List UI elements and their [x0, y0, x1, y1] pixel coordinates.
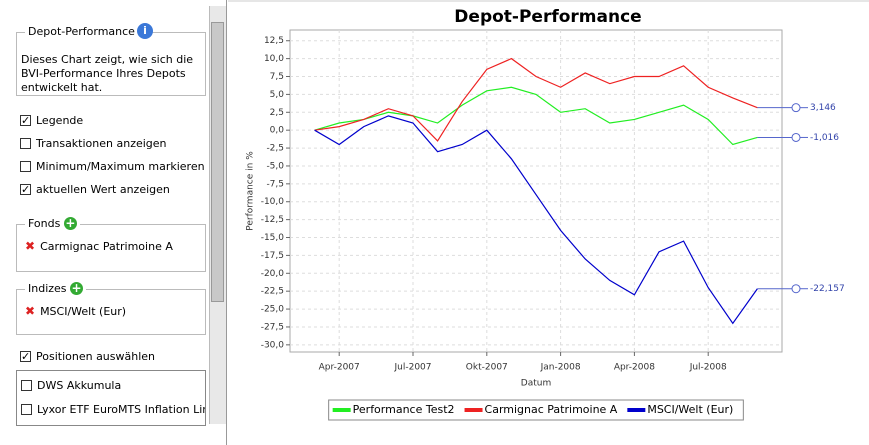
y-tick-label: -22,5 [261, 287, 284, 297]
option[interactable]: Transaktionen anzeigen [20, 137, 167, 150]
add-button[interactable]: + [70, 281, 84, 295]
scrollbar[interactable] [209, 6, 226, 424]
remove-icon[interactable]: ✖ [25, 304, 36, 318]
add-button[interactable]: + [63, 216, 77, 230]
description: Dieses Chart zeigt, wie sich die BVI-Per… [21, 53, 194, 94]
option[interactable]: ✓ Legende [20, 114, 83, 127]
positions-list: DWS Akkumula Lyxor ETF EuroMTS Inflation … [16, 370, 206, 426]
y-tick-label: -5,0 [266, 161, 284, 171]
legend [328, 399, 744, 421]
y-tick-label: -25,0 [261, 305, 285, 315]
y-tick-label: -2,5 [266, 144, 284, 154]
series-line [314, 57, 758, 142]
y-tick-label: 2,5 [270, 108, 284, 118]
legend-label[interactable]: Carmignac Patrimoine A [485, 403, 618, 416]
option-label: Transaktionen anzeigen [36, 137, 167, 150]
value-marker [791, 284, 801, 294]
fonds-title: Fonds + [25, 217, 80, 230]
chart-title: Depot-Performance [454, 7, 641, 27]
indizes-label: Indizes [28, 282, 67, 295]
fonds-box: Fonds + ✖ Carmignac Patrimoine A [16, 217, 206, 272]
y-tick-label: -27,5 [261, 322, 284, 332]
remove-icon[interactable]: ✖ [25, 239, 36, 253]
y-tick-label: -15,0 [261, 233, 285, 243]
list-item: ✖ MSCI/Welt (Eur) [25, 304, 126, 318]
position-label: DWS Akkumula [37, 379, 122, 392]
y-tick-label: 12,5 [264, 36, 284, 46]
x-tick-label: Okt-2007 [466, 363, 508, 373]
option[interactable]: ✓ aktuellen Wert anzeigen [20, 183, 170, 196]
sidebar: Depot-Performance i Dieses Chart zeigt, … [0, 0, 227, 445]
checkbox[interactable]: ✓ [20, 183, 31, 196]
legend-label[interactable]: MSCI/Welt (Eur) [647, 403, 733, 416]
info-icon[interactable]: i [137, 23, 153, 39]
x-axis-label: Datum [521, 379, 551, 389]
option-label: aktuellen Wert anzeigen [36, 183, 170, 196]
y-tick-label: 10,0 [264, 54, 284, 64]
scroll-thumb[interactable] [211, 22, 224, 302]
y-tick-label: -20,0 [261, 269, 285, 279]
value-marker [791, 103, 801, 113]
x-tick-label: Jan-2008 [540, 363, 581, 373]
y-tick-label: -12,5 [261, 215, 284, 225]
position-item[interactable]: Lyxor ETF EuroMTS Inflation Linked [21, 403, 205, 416]
series-line [314, 86, 758, 146]
y-tick-label: 7,5 [270, 72, 284, 82]
value-label: 3,146 [810, 103, 836, 113]
list-item: ✖ Carmignac Patrimoine A [25, 239, 173, 253]
y-tick-label: -30,0 [261, 340, 285, 350]
checkbox[interactable] [21, 404, 32, 415]
y-tick-label: -17,5 [261, 251, 284, 261]
option-label: Legende [36, 114, 84, 127]
series-line [314, 115, 758, 325]
item-label: MSCI/Welt (Eur) [40, 304, 127, 318]
y-tick-label: -10,0 [261, 197, 285, 207]
checkbox[interactable] [20, 161, 31, 172]
position-item[interactable]: DWS Akkumula [21, 379, 121, 392]
y-axis-label: Performance in % [246, 151, 256, 231]
y-tick-label: 5,0 [270, 90, 285, 100]
y-tick-label: 0,0 [270, 126, 285, 136]
item-label: Carmignac Patrimoine A [40, 239, 173, 253]
x-tick-label: Apr-2007 [319, 363, 360, 373]
indizes-title: Indizes + [25, 281, 87, 295]
panel-title: Depot-Performance [25, 25, 138, 38]
label: Positionen auswählen [36, 350, 156, 363]
x-tick-label: Jul-2008 [689, 363, 727, 373]
checkbox[interactable]: ✓ [20, 350, 31, 363]
fonds-label: Fonds [28, 217, 61, 230]
chart: Depot-Performance 12,5 10,0 7,5 5,0 2,5 0,0 -2… [228, 0, 869, 421]
checkbox[interactable] [21, 380, 32, 391]
value-label: -1,016 [810, 133, 839, 143]
positions-toggle[interactable]: ✓ Positionen auswählen [20, 350, 155, 363]
position-label: Lyxor ETF EuroMTS Inflation Linked [37, 403, 205, 416]
indizes-box: Indizes + ✖ MSCI/Welt (Eur) [16, 282, 206, 335]
value-label: -22,157 [810, 284, 845, 294]
legend-label[interactable]: Performance Test2 [353, 403, 455, 416]
y-tick-label: -7,5 [266, 179, 284, 189]
option-label: Minimum/Maximum markieren [36, 160, 205, 173]
checkbox[interactable] [20, 138, 31, 149]
plot-area [289, 29, 783, 353]
x-tick-label: Jul-2007 [393, 363, 431, 373]
value-marker [791, 132, 801, 142]
checkbox[interactable]: ✓ [20, 114, 31, 127]
option[interactable]: Minimum/Maximum markieren [20, 160, 205, 173]
info-box: Depot-Performance i Dieses Chart zeigt, … [16, 23, 206, 96]
x-tick-label: Apr-2008 [614, 363, 655, 373]
